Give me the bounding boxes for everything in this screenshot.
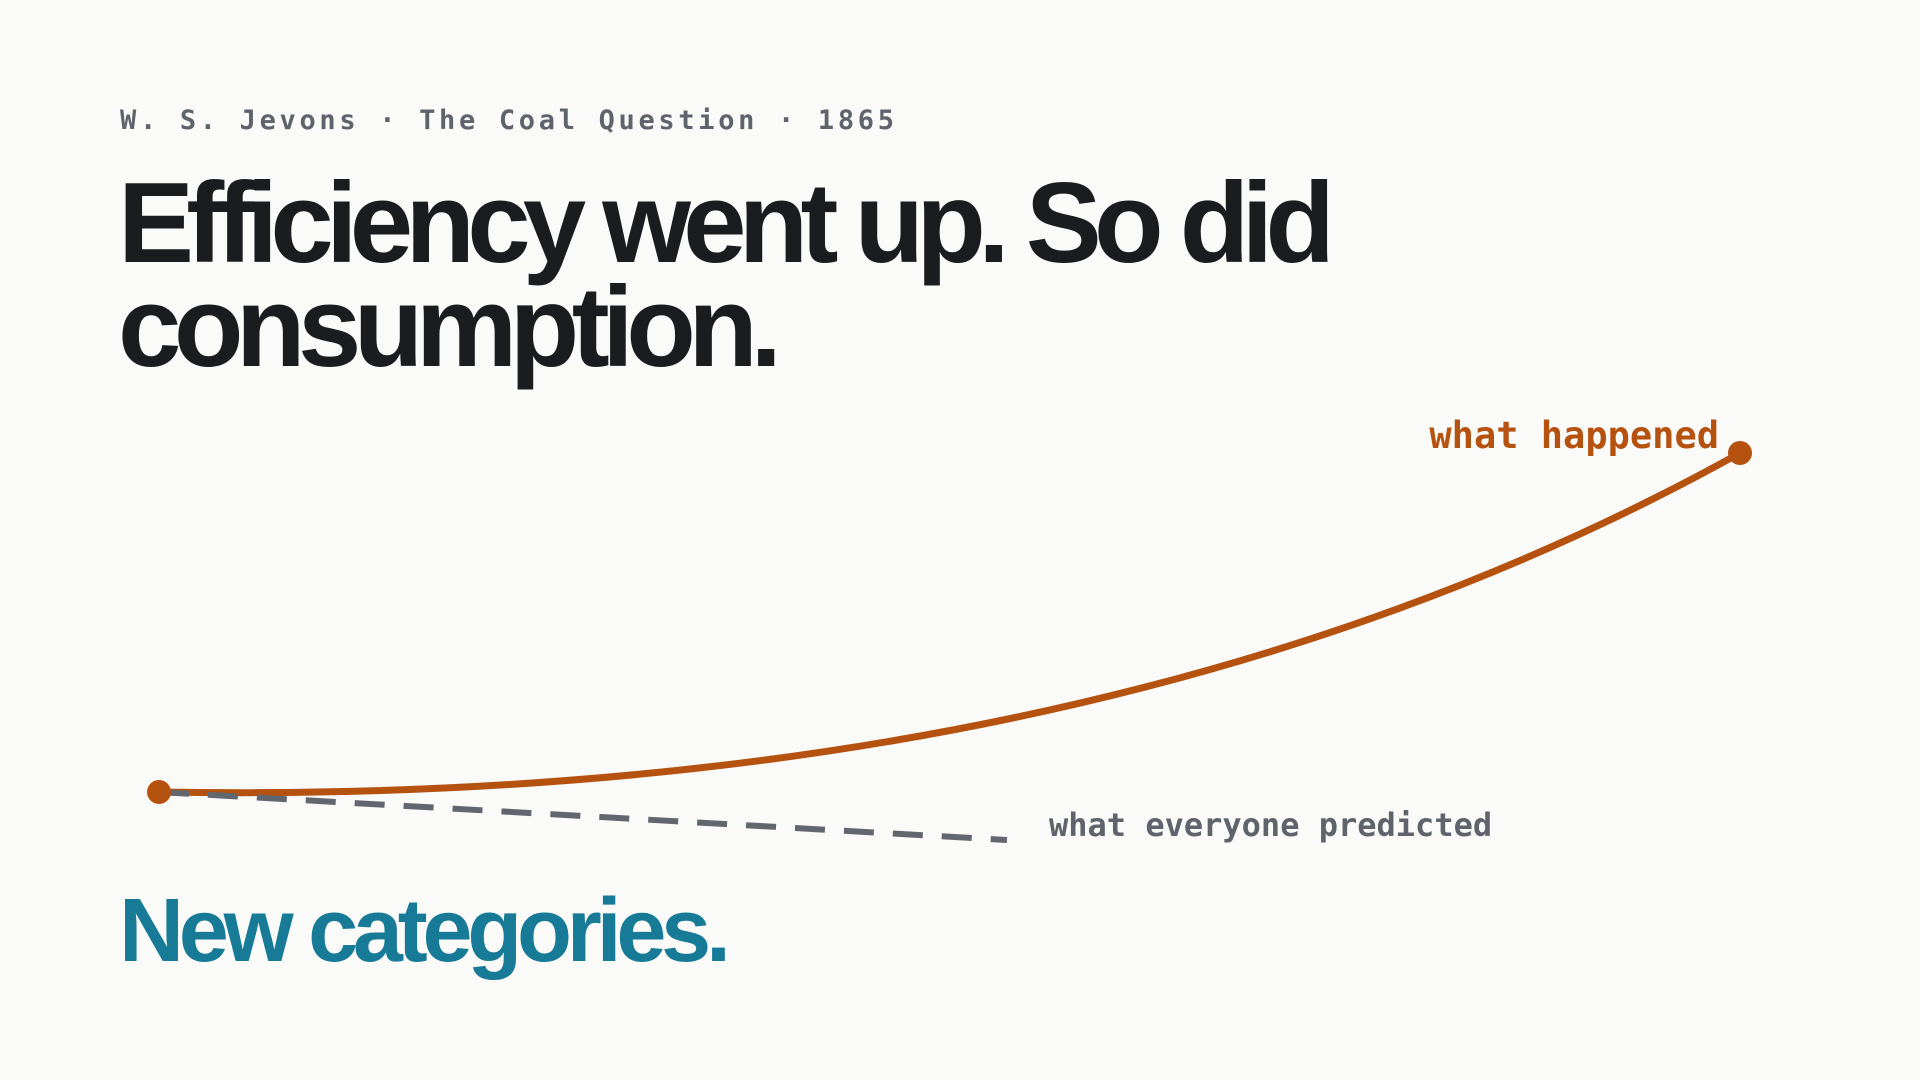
actual-curve (155, 449, 1744, 797)
end-point (1728, 441, 1752, 465)
predicted-label: what everyone predicted (1049, 806, 1492, 844)
title-line: consumption. (118, 264, 782, 391)
actual-label: what happened (1429, 414, 1719, 457)
eyebrow: W. S. Jevons · The Coal Question · 1865 (120, 105, 894, 136)
predicted-line (158, 789, 1008, 843)
subtitle: New categories. (119, 881, 731, 981)
start-point (147, 780, 171, 804)
title-line: Efficiency went up. So did (118, 160, 1335, 287)
